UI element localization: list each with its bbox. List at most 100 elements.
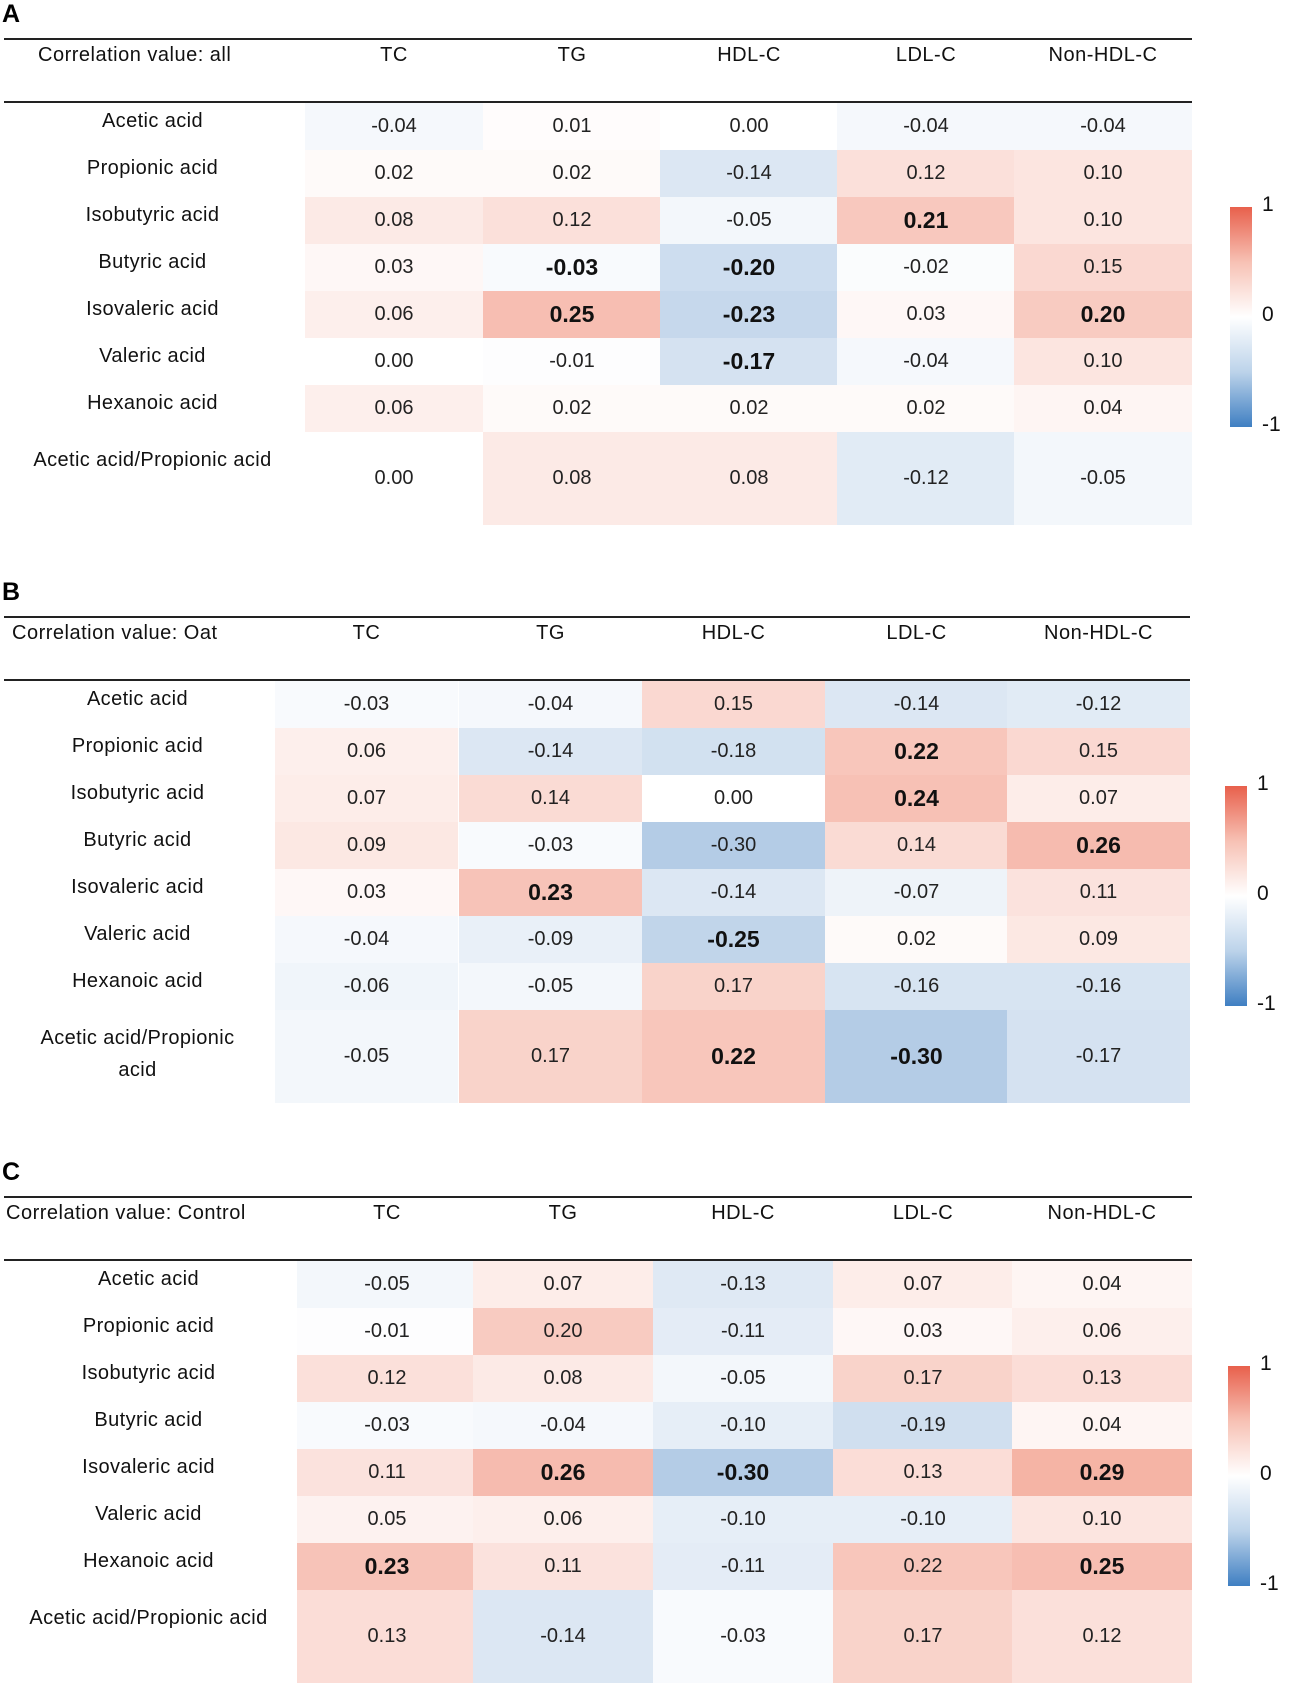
heatmap-cell: -0.30 bbox=[642, 822, 825, 869]
heatmap-cell: 0.04 bbox=[1012, 1261, 1192, 1308]
heatmap-cell: 0.05 bbox=[297, 1496, 477, 1543]
heatmap-cell: -0.25 bbox=[642, 916, 825, 963]
heatmap-cell: -0.20 bbox=[660, 244, 838, 291]
heatmap-cell: -0.10 bbox=[833, 1496, 1013, 1543]
row-label: Isobutyric acid bbox=[70, 782, 205, 804]
heatmap-cell: 0.11 bbox=[297, 1449, 477, 1496]
heatmap-cell: 0.15 bbox=[1014, 244, 1192, 291]
color-scale-bar bbox=[1230, 207, 1252, 427]
heatmap-cell: -0.05 bbox=[275, 1010, 458, 1103]
color-scale-tick: 0 bbox=[1262, 303, 1274, 326]
heatmap-cell: 0.23 bbox=[297, 1543, 477, 1590]
row-label: Hexanoic acid bbox=[87, 392, 218, 414]
heatmap-cell: 0.07 bbox=[833, 1261, 1013, 1308]
heatmap-cell: 0.22 bbox=[833, 1543, 1013, 1590]
row-label: Hexanoic acid bbox=[83, 1550, 214, 1572]
heatmap-cell: 0.06 bbox=[275, 728, 458, 775]
color-scale-bar bbox=[1225, 786, 1247, 1006]
heatmap-cell: 0.17 bbox=[459, 1010, 642, 1103]
heatmap-cell: 0.25 bbox=[1012, 1543, 1192, 1590]
heatmap-cell: -0.01 bbox=[297, 1308, 477, 1355]
heatmap-cell: 0.20 bbox=[1014, 291, 1192, 338]
column-header: HDL-C bbox=[711, 1202, 775, 1224]
column-header: TG bbox=[557, 44, 587, 66]
heatmap-cell: -0.04 bbox=[305, 103, 483, 150]
table-rule bbox=[4, 101, 1192, 103]
heatmap-cell: 0.08 bbox=[473, 1355, 653, 1402]
heatmap-cell: 0.10 bbox=[1014, 338, 1192, 385]
heatmap-cell: 0.09 bbox=[275, 822, 458, 869]
heatmap-cell: 0.10 bbox=[1014, 150, 1192, 197]
heatmap-cell: -0.03 bbox=[653, 1590, 833, 1683]
heatmap-cell: 0.06 bbox=[305, 385, 483, 432]
heatmap-cell: 0.04 bbox=[1012, 1402, 1192, 1449]
heatmap-cell: 0.07 bbox=[473, 1261, 653, 1308]
heatmap-cell: -0.14 bbox=[473, 1590, 653, 1683]
row-label: Valeric acid bbox=[95, 1503, 202, 1525]
heatmap-cell: 0.17 bbox=[833, 1590, 1013, 1683]
table-rule bbox=[4, 679, 1190, 681]
heatmap-cell: 0.02 bbox=[305, 150, 483, 197]
heatmap-cell: 0.25 bbox=[483, 291, 661, 338]
color-scale-bar bbox=[1228, 1366, 1250, 1586]
row-label: Acetic acid bbox=[86, 688, 189, 710]
heatmap-cell: -0.05 bbox=[660, 197, 838, 244]
row-label: Acetic acid/Propionic acid bbox=[33, 449, 272, 471]
heatmap-cell: -0.03 bbox=[297, 1402, 477, 1449]
color-scale-tick: -1 bbox=[1257, 992, 1276, 1015]
row-label: Propionic acid bbox=[82, 1315, 215, 1337]
heatmap-cell: 0.03 bbox=[275, 869, 458, 916]
color-scale-tick: 0 bbox=[1260, 1462, 1272, 1485]
heatmap-cell: 0.01 bbox=[483, 103, 661, 150]
heatmap-cell: -0.17 bbox=[660, 338, 838, 385]
column-header: LDL-C bbox=[892, 1202, 954, 1224]
heatmap-cell: 0.26 bbox=[1007, 822, 1190, 869]
heatmap-cell: -0.03 bbox=[483, 244, 661, 291]
heatmap-cell: 0.08 bbox=[305, 197, 483, 244]
row-label: Isovaleric acid bbox=[86, 298, 219, 320]
row-label: Valeric acid bbox=[84, 923, 191, 945]
column-header: Non-HDL-C bbox=[1047, 1202, 1157, 1224]
heatmap-cell: 0.03 bbox=[305, 244, 483, 291]
heatmap-cell: -0.01 bbox=[483, 338, 661, 385]
heatmap-cell: 0.13 bbox=[833, 1449, 1013, 1496]
heatmap-cell: 0.06 bbox=[305, 291, 483, 338]
heatmap-cell: 0.23 bbox=[459, 869, 642, 916]
row-label: Butyric acid bbox=[98, 251, 207, 273]
heatmap-cell: 0.03 bbox=[837, 291, 1015, 338]
row-label: Propionic acid bbox=[71, 735, 204, 757]
heatmap-cell: 0.22 bbox=[825, 728, 1008, 775]
row-label: Butyric acid bbox=[83, 829, 192, 851]
heatmap-cell: 0.08 bbox=[483, 432, 661, 525]
heatmap-cell: -0.02 bbox=[837, 244, 1015, 291]
heatmap-cell: -0.14 bbox=[459, 728, 642, 775]
heatmap-cell: 0.17 bbox=[833, 1355, 1013, 1402]
heatmap-cell: 0.08 bbox=[660, 432, 838, 525]
table-title: Correlation value: Oat bbox=[12, 622, 218, 644]
heatmap-cell: 0.13 bbox=[1012, 1355, 1192, 1402]
color-scale-tick: -1 bbox=[1262, 413, 1281, 436]
heatmap-cell: 0.12 bbox=[483, 197, 661, 244]
heatmap-cell: -0.10 bbox=[653, 1402, 833, 1449]
heatmap-cell: -0.10 bbox=[653, 1496, 833, 1543]
table-rule bbox=[4, 1196, 1192, 1198]
heatmap-cell: 0.00 bbox=[660, 103, 838, 150]
heatmap-cell: 0.09 bbox=[1007, 916, 1190, 963]
heatmap-cell: -0.19 bbox=[833, 1402, 1013, 1449]
color-scale-tick: 0 bbox=[1257, 882, 1269, 905]
heatmap-cell: -0.04 bbox=[459, 681, 642, 728]
row-label: Acetic acid/Propionic acid bbox=[29, 1607, 268, 1629]
heatmap-cell: -0.23 bbox=[660, 291, 838, 338]
heatmap-cell: 0.11 bbox=[473, 1543, 653, 1590]
row-label: Hexanoic acid bbox=[72, 970, 203, 992]
heatmap-cell: 0.12 bbox=[297, 1355, 477, 1402]
heatmap-cell: 0.24 bbox=[825, 775, 1008, 822]
heatmap-cell: 0.21 bbox=[837, 197, 1015, 244]
heatmap-cell: 0.14 bbox=[825, 822, 1008, 869]
column-header: HDL-C bbox=[701, 622, 766, 644]
row-label: Isobutyric acid bbox=[85, 204, 220, 226]
table-title: Correlation value: all bbox=[38, 44, 232, 66]
heatmap-cell: 0.02 bbox=[660, 385, 838, 432]
heatmap-cell: 0.15 bbox=[642, 681, 825, 728]
color-scale-tick: 1 bbox=[1257, 772, 1269, 795]
